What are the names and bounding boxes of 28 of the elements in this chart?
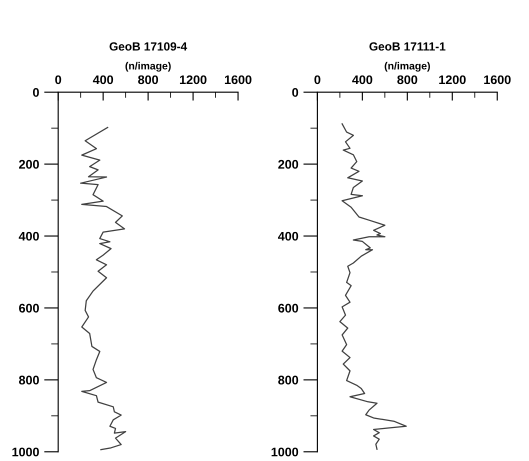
y-tick-label: 600: [278, 304, 298, 313]
x-tick-label: 1600: [484, 75, 511, 84]
y-tick-label: 0: [292, 88, 298, 97]
line-series: [339, 123, 407, 450]
y-tick-label: 600: [19, 304, 39, 313]
x-tick-label: 400: [92, 75, 114, 84]
x-tick-label: 1200: [180, 75, 206, 84]
y-tick-label: 0: [32, 88, 39, 97]
x-tick-label: 0: [314, 75, 320, 84]
y-tick-label: 200: [278, 160, 298, 169]
x-axis-title: (n/image): [125, 62, 171, 72]
y-tick-label: 1000: [12, 448, 39, 456]
x-axis-title: (n/image): [384, 62, 430, 72]
x-tick-label: 1600: [224, 75, 252, 84]
x-tick-label: 400: [352, 75, 372, 84]
x-tick-label: 1200: [439, 75, 466, 84]
x-tick-label: 800: [397, 75, 418, 84]
y-tick-label: 800: [278, 376, 298, 385]
y-tick-label: 800: [18, 376, 39, 385]
x-tick-label: 0: [55, 75, 62, 84]
y-tick-label: 400: [18, 232, 39, 241]
y-tick-label: 1000: [272, 448, 298, 456]
x-tick-label: 800: [138, 75, 158, 84]
y-tick-label: 400: [278, 232, 298, 241]
y-tick-label: 200: [19, 160, 39, 169]
chart-title: GeoB 17111-1: [369, 42, 446, 51]
line-series: [80, 126, 126, 450]
chart-title: GeoB 17109-4: [110, 42, 188, 51]
